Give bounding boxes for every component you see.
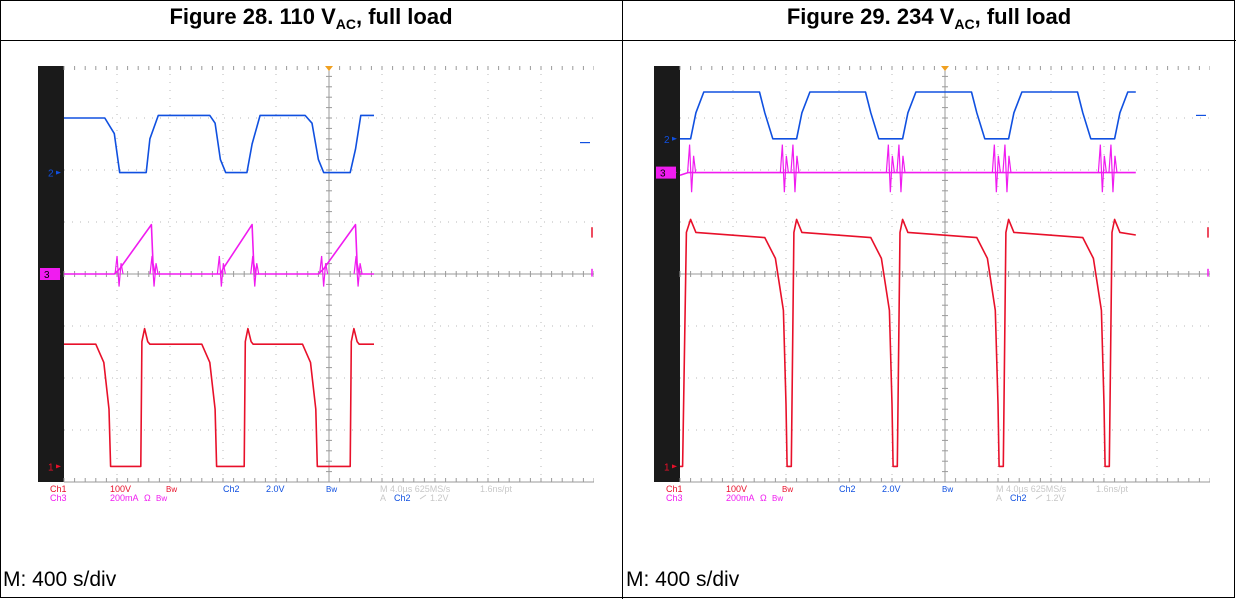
- readout-ch2-bw: Bw: [942, 485, 953, 494]
- graticule: [63, 66, 594, 483]
- channel-ch2-marker: 2: [664, 135, 670, 146]
- ringing-spike: [991, 144, 1001, 193]
- ringing-spike: [1108, 144, 1118, 193]
- readout-ch2-label: Ch2: [223, 484, 240, 494]
- title-subscript: AC: [335, 16, 356, 32]
- time-note: M: 400 s/div: [626, 568, 740, 591]
- readout-impedance: Ω: [144, 493, 151, 503]
- ringing-spike: [216, 255, 226, 287]
- trigger-position-marker: [325, 66, 333, 71]
- title-main: Figure 29. 234 V: [786, 4, 955, 29]
- graticule: [679, 66, 1210, 483]
- readout-trigger-level: 1.2V: [1046, 493, 1065, 503]
- ringing-spike: [1097, 144, 1107, 193]
- readout-trigger-level: 1.2V: [430, 493, 449, 503]
- ringing-spike: [885, 144, 895, 193]
- readout-trigger-channel: Ch2: [394, 493, 411, 503]
- readout-ch3-bw: Bw: [772, 494, 783, 503]
- channel-ch1-marker: 1: [664, 462, 670, 473]
- ringing-spike: [896, 144, 906, 193]
- readout-ch2-scale: 2.0V: [266, 484, 285, 494]
- readout-trigger-source: A: [380, 493, 386, 503]
- title-main: Figure 28. 110 V: [169, 4, 336, 29]
- time-note: M: 400 s/div: [3, 568, 117, 591]
- readout-ch3-label: Ch3: [666, 493, 683, 503]
- trace-ch2: [64, 114, 374, 174]
- readout-ch3-scale: 200mA: [110, 493, 139, 503]
- readout-ch2-label: Ch2: [839, 484, 856, 494]
- ringing-spike: [353, 255, 363, 287]
- channel-ch2-arrow: [672, 136, 677, 141]
- figure-28-title: Figure 28. 110 VAC, full load: [0, 4, 622, 38]
- scope-background: [654, 66, 1210, 506]
- readout-trigger-source: A: [996, 493, 1002, 503]
- readout-ch1-scale: 100V: [726, 484, 747, 494]
- readout-resolution: 1.6ns/pt: [1096, 484, 1129, 494]
- channel-ch3-arrow: [672, 170, 677, 175]
- channel-ch3-marker-box: [656, 166, 676, 179]
- readout-timebase: M 4.0µs 625MS/s: [380, 484, 451, 494]
- channel-ch3-marker: 3: [44, 270, 50, 281]
- ringing-spike: [319, 255, 329, 287]
- readout-ch1-bw: Bw: [782, 485, 793, 494]
- title-end: , full load: [355, 4, 453, 29]
- trace-ch1: [680, 218, 1136, 468]
- ringing-spike: [779, 144, 789, 193]
- ringing-spike: [687, 144, 697, 193]
- channel-ch3-marker: 3: [660, 169, 666, 180]
- readout-ch3-bw: Bw: [156, 494, 167, 503]
- readout-timebase: M 4.0µs 625MS/s: [996, 484, 1067, 494]
- ringing-spike: [250, 255, 260, 287]
- ringing-spike: [1002, 144, 1012, 193]
- readout-ch1-scale: 100V: [110, 484, 131, 494]
- trace-ch2: [680, 91, 1136, 140]
- readout-resolution: 1.6ns/pt: [480, 484, 513, 494]
- channel-ch3-arrow: [56, 272, 61, 276]
- channel-ch1-arrow: [56, 464, 61, 469]
- trigger-position-marker: [941, 66, 949, 71]
- trigger-slope-icon: [1035, 494, 1043, 500]
- trigger-slope-icon: [419, 494, 427, 500]
- readout-ch3-scale: 200mA: [726, 493, 755, 503]
- panel-divider: [622, 0, 623, 599]
- readout-impedance: Ω: [760, 493, 767, 503]
- readout-ch2-scale: 2.0V: [882, 484, 901, 494]
- ringing-spike: [114, 255, 124, 287]
- title-subscript: AC: [954, 16, 975, 32]
- ringing-spike: [790, 144, 800, 193]
- channel-ch2-marker: 2: [48, 169, 54, 180]
- readout-ch1-label: Ch1: [666, 484, 683, 494]
- readout-ch1-bw: Bw: [166, 485, 177, 494]
- readout-ch1-label: Ch1: [50, 484, 67, 494]
- channel-ch1-arrow: [672, 464, 677, 469]
- title-end: , full load: [974, 4, 1072, 29]
- channel-ch3-marker-box: [40, 268, 60, 280]
- channel-ch2-arrow: [56, 170, 61, 175]
- readout-ch3-label: Ch3: [50, 493, 67, 503]
- readout-ch2-bw: Bw: [326, 485, 337, 494]
- trace-ch1: [64, 327, 374, 468]
- trace-ch3: [64, 223, 374, 275]
- readout-trigger-channel: Ch2: [1010, 493, 1027, 503]
- figure-29-title: Figure 29. 234 VAC, full load: [623, 4, 1235, 38]
- scope-sidebar: [654, 66, 680, 482]
- channel-ch1-marker: 1: [48, 462, 54, 473]
- ringing-spike: [149, 255, 159, 287]
- title-separator: [0, 40, 1236, 41]
